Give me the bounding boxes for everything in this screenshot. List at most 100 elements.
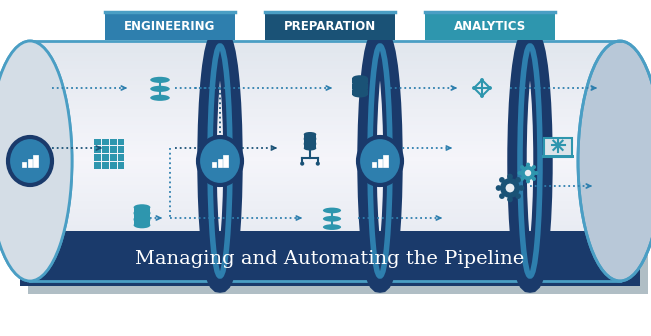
Bar [30, 61, 620, 65]
Bar [30, 77, 620, 81]
Bar [30, 45, 620, 49]
Bar [30, 161, 620, 165]
Circle shape [520, 177, 524, 181]
Bar [30, 165, 620, 169]
Ellipse shape [323, 216, 341, 222]
Bar [94, 162, 101, 169]
Bar [30, 213, 620, 217]
Bar [372, 162, 376, 167]
Ellipse shape [0, 41, 72, 281]
Polygon shape [28, 239, 648, 294]
Bar [30, 185, 620, 189]
Bar [110, 146, 117, 153]
Bar [352, 84, 368, 89]
Ellipse shape [150, 77, 170, 83]
Ellipse shape [352, 86, 368, 92]
Bar [30, 205, 620, 209]
Circle shape [515, 193, 521, 199]
Circle shape [506, 183, 514, 193]
Bar [94, 146, 101, 153]
Bar [30, 41, 620, 45]
Ellipse shape [304, 146, 316, 151]
Ellipse shape [304, 142, 316, 146]
FancyBboxPatch shape [265, 12, 395, 40]
Ellipse shape [150, 86, 170, 92]
Bar [30, 177, 620, 181]
Bar [30, 105, 620, 109]
Circle shape [300, 162, 304, 166]
Bar [30, 173, 620, 177]
Circle shape [480, 94, 484, 98]
Circle shape [495, 185, 501, 191]
Text: ANALYTICS: ANALYTICS [454, 19, 526, 33]
Bar [30, 157, 620, 161]
Bar [30, 221, 620, 225]
Bar [30, 53, 620, 57]
Bar [30, 69, 620, 73]
Bar [30, 129, 620, 133]
Bar [110, 154, 117, 161]
Bar [27, 159, 32, 167]
Circle shape [316, 162, 320, 166]
Bar [22, 162, 27, 167]
Bar [30, 101, 620, 105]
Bar [30, 109, 620, 113]
Bar [102, 154, 109, 161]
Circle shape [472, 86, 476, 90]
Bar [30, 269, 620, 273]
Bar [33, 155, 38, 167]
Bar [30, 81, 620, 85]
Bar [110, 162, 117, 169]
Bar [30, 49, 620, 53]
Bar [30, 209, 620, 213]
Bar [30, 201, 620, 205]
Circle shape [532, 165, 536, 169]
Bar [94, 138, 101, 145]
Ellipse shape [304, 136, 316, 141]
FancyBboxPatch shape [105, 12, 235, 40]
Bar [30, 257, 620, 261]
Bar [118, 146, 124, 153]
Ellipse shape [352, 87, 368, 93]
Ellipse shape [150, 95, 170, 101]
Bar [30, 233, 620, 237]
Bar [212, 162, 216, 167]
Bar [102, 138, 109, 145]
Bar [30, 137, 620, 141]
Ellipse shape [323, 224, 341, 230]
Bar [118, 138, 124, 145]
Bar [30, 97, 620, 101]
Bar [30, 141, 620, 145]
Bar [110, 138, 117, 145]
Ellipse shape [304, 137, 316, 141]
Ellipse shape [133, 217, 150, 223]
Circle shape [534, 171, 538, 175]
Bar [30, 117, 620, 121]
Bar [378, 159, 382, 167]
Bar [118, 154, 124, 161]
Bar [30, 149, 620, 153]
Bar [352, 78, 368, 83]
Bar [352, 90, 368, 95]
Bar [30, 125, 620, 129]
Circle shape [520, 165, 524, 169]
Bar [118, 162, 124, 169]
Bar [30, 261, 620, 265]
Bar [102, 162, 109, 169]
Circle shape [521, 166, 535, 180]
Bar [304, 139, 316, 143]
Bar [30, 217, 620, 221]
Bar [94, 154, 101, 161]
Bar [30, 249, 620, 253]
Ellipse shape [304, 132, 316, 137]
Circle shape [507, 174, 513, 179]
Bar [30, 277, 620, 281]
Bar [30, 245, 620, 249]
Bar [20, 231, 640, 286]
Bar [30, 121, 620, 125]
Circle shape [515, 177, 521, 183]
Circle shape [518, 171, 521, 175]
Bar [304, 134, 316, 138]
Circle shape [525, 170, 531, 176]
FancyBboxPatch shape [544, 138, 572, 157]
